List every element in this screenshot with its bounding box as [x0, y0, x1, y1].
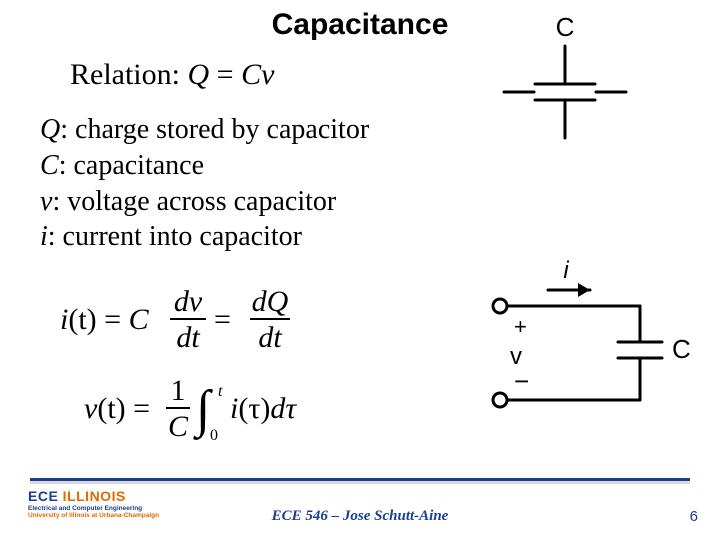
def-C: C: capacitance: [40, 148, 369, 184]
capacitor-circuit: i + v − C: [470, 250, 700, 460]
footer-course: ECE 546 – Jose Schutt-Aine: [0, 508, 720, 525]
svg-text:i(t) = C: i(t) = C: [60, 303, 150, 336]
relation-Cv: Cv: [241, 58, 274, 91]
page-number: 6: [690, 508, 698, 525]
capacitor-symbol-label: C: [556, 12, 575, 42]
svg-text:0: 0: [210, 427, 218, 444]
def-v-sym: v: [40, 186, 52, 217]
def-C-sym: C: [40, 150, 59, 181]
slide: Capacitance Relation: Q = Cv Q: charge s…: [0, 0, 720, 540]
plus-label: +: [514, 314, 527, 339]
eq2-svg: v(t) = 1 C ∫ t 0 i(τ)dτ: [60, 370, 400, 450]
svg-text:C: C: [168, 410, 189, 443]
definitions: Q: charge stored by capacitor C: capacit…: [40, 112, 369, 255]
def-Q-sym: Q: [40, 114, 60, 145]
relation-eq: =: [209, 58, 241, 91]
def-v-txt: : voltage across capacitor: [52, 186, 336, 217]
def-v: v: voltage across capacitor: [40, 184, 369, 220]
equation-current: i(t) = C dv dt = dQ dt: [60, 285, 380, 362]
svg-text:i(τ)dτ: i(τ)dτ: [230, 392, 297, 425]
capacitor-symbol: C: [480, 10, 650, 160]
def-i-txt: : current into capacitor: [48, 221, 302, 252]
relation-line: Relation: Q = Cv: [70, 58, 274, 92]
circuit-C-label: C: [672, 334, 691, 364]
svg-text:v(t) =: v(t) =: [84, 392, 150, 425]
def-Q-txt: : charge stored by capacitor: [60, 114, 369, 145]
relation-label: Relation:: [70, 58, 187, 91]
minus-label: −: [514, 366, 529, 396]
svg-text:1: 1: [171, 374, 186, 407]
logo-line1: ECE ILLINOIS: [28, 488, 159, 504]
def-i-sym: i: [40, 221, 48, 252]
current-label: i: [563, 257, 569, 284]
svg-text:dQ: dQ: [252, 285, 289, 318]
eq1-svg: i(t) = C dv dt = dQ dt: [60, 285, 380, 357]
equation-voltage: v(t) = 1 C ∫ t 0 i(τ)dτ: [60, 370, 400, 455]
footer-divider: [30, 478, 690, 481]
svg-text:=: =: [214, 303, 231, 336]
def-Q: Q: charge stored by capacitor: [40, 112, 369, 148]
def-C-txt: : capacitance: [59, 150, 204, 181]
relation-Q: Q: [187, 58, 209, 91]
svg-text:dv: dv: [174, 285, 203, 318]
def-i: i: current into capacitor: [40, 219, 369, 255]
svg-text:dt: dt: [258, 321, 282, 354]
svg-text:t: t: [218, 383, 223, 400]
svg-text:dt: dt: [176, 321, 200, 354]
